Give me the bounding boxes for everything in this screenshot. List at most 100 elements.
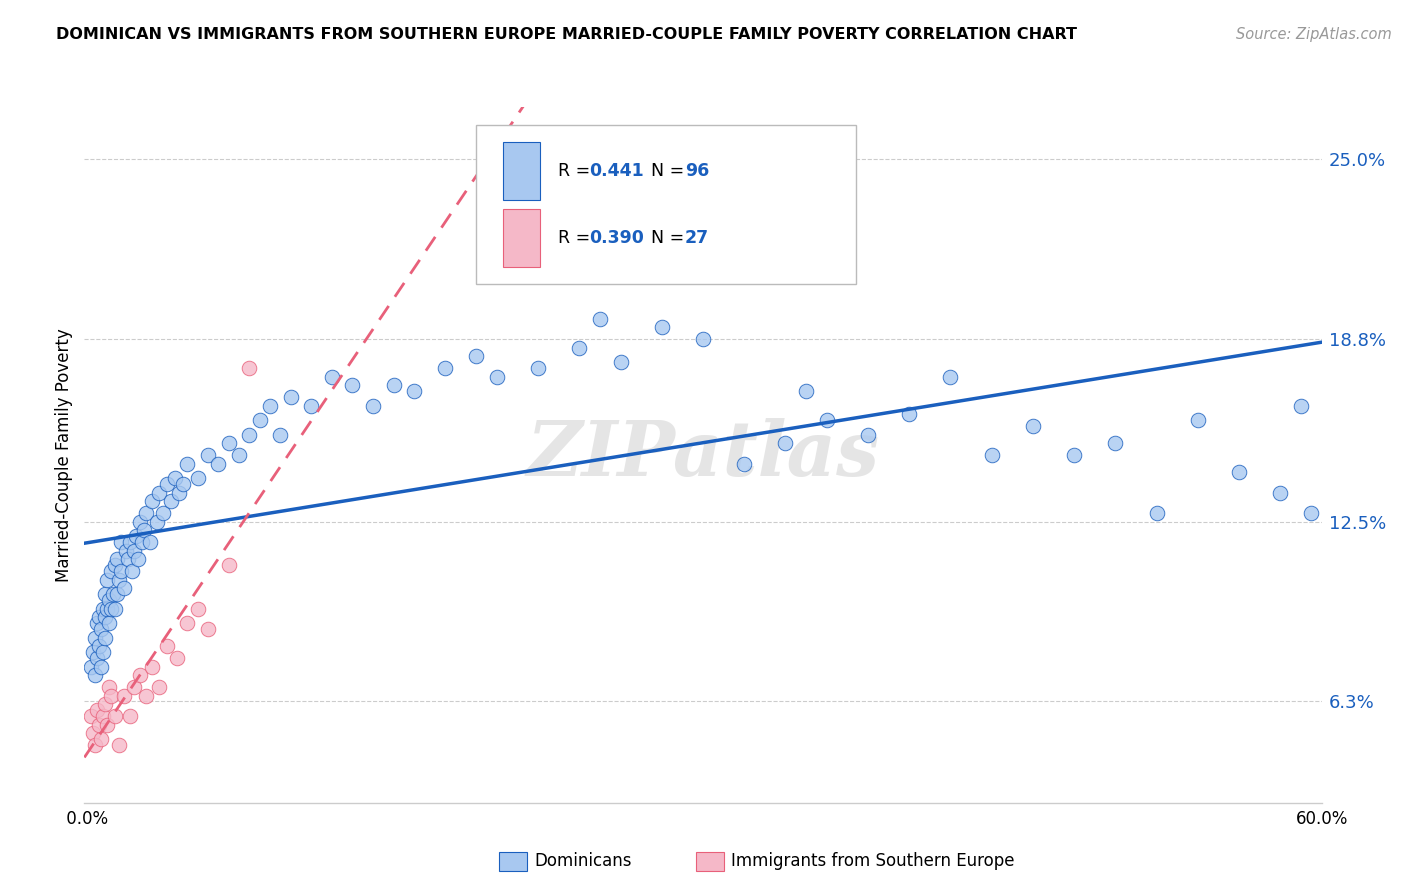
Text: Immigrants from Southern Europe: Immigrants from Southern Europe: [731, 852, 1015, 870]
Point: [218, 436, 240, 450]
Point: [96, 601, 118, 615]
Point: [98, 680, 121, 694]
Point: [104, 601, 127, 615]
Point: [108, 573, 131, 587]
Point: [197, 448, 219, 462]
Point: [733, 457, 755, 471]
Point: [527, 361, 550, 376]
Point: [131, 535, 153, 549]
Point: [238, 427, 260, 442]
Point: [269, 427, 291, 442]
Point: [1301, 506, 1323, 520]
Point: [145, 515, 167, 529]
Point: [134, 523, 156, 537]
Point: [361, 399, 384, 413]
Point: [898, 407, 921, 422]
Point: [90, 731, 112, 746]
Point: [775, 436, 797, 450]
Point: [98, 615, 121, 630]
Point: [135, 689, 157, 703]
Point: [165, 471, 187, 485]
Point: [96, 717, 118, 731]
Point: [112, 689, 135, 703]
Point: [139, 535, 162, 549]
Point: [218, 558, 240, 573]
Point: [129, 515, 152, 529]
Point: [83, 631, 105, 645]
Point: [197, 622, 219, 636]
Point: [1104, 436, 1126, 450]
Text: DOMINICAN VS IMMIGRANTS FROM SOUTHERN EUROPE MARRIED-COUPLE FAMILY POVERTY CORRE: DOMINICAN VS IMMIGRANTS FROM SOUTHERN EU…: [56, 27, 1077, 42]
Point: [856, 427, 879, 442]
Point: [87, 717, 110, 731]
Point: [86, 703, 108, 717]
Point: [91, 708, 114, 723]
Point: [112, 582, 135, 596]
Point: [794, 384, 817, 398]
Point: [94, 698, 117, 712]
Point: [135, 506, 157, 520]
Point: [87, 639, 110, 653]
Point: [980, 448, 1002, 462]
Point: [176, 615, 198, 630]
Point: [141, 494, 163, 508]
Text: 0.390: 0.390: [589, 229, 644, 247]
Point: [280, 390, 302, 404]
Point: [167, 485, 190, 500]
Point: [141, 659, 163, 673]
Point: [939, 369, 962, 384]
Point: [238, 361, 260, 376]
Point: [129, 668, 152, 682]
Point: [117, 552, 139, 566]
Point: [1022, 419, 1045, 434]
Point: [228, 448, 250, 462]
Text: 27: 27: [685, 229, 709, 247]
Point: [609, 355, 631, 369]
Point: [1146, 506, 1168, 520]
Point: [249, 413, 271, 427]
Point: [79, 659, 101, 673]
Point: [118, 708, 141, 723]
Point: [651, 320, 673, 334]
Text: Dominicans: Dominicans: [534, 852, 631, 870]
Y-axis label: Married-Couple Family Poverty: Married-Couple Family Poverty: [55, 328, 73, 582]
Point: [156, 476, 179, 491]
Text: R =: R =: [558, 161, 596, 180]
Point: [90, 622, 112, 636]
Point: [105, 552, 128, 566]
Point: [148, 680, 170, 694]
Point: [83, 668, 105, 682]
Point: [82, 726, 104, 740]
Point: [651, 253, 673, 268]
Point: [103, 587, 125, 601]
Text: 96: 96: [685, 161, 709, 180]
Point: [160, 494, 183, 508]
Point: [568, 341, 591, 355]
Point: [152, 506, 174, 520]
Point: [114, 543, 136, 558]
Point: [166, 651, 188, 665]
Point: [1063, 448, 1085, 462]
Point: [176, 457, 198, 471]
Point: [187, 601, 209, 615]
Point: [122, 680, 145, 694]
Point: [321, 369, 343, 384]
Text: N =: N =: [640, 161, 689, 180]
Text: Source: ZipAtlas.com: Source: ZipAtlas.com: [1236, 27, 1392, 42]
Point: [82, 645, 104, 659]
Point: [105, 587, 128, 601]
Point: [87, 610, 110, 624]
Point: [98, 592, 121, 607]
Point: [79, 708, 101, 723]
Point: [207, 457, 229, 471]
Point: [589, 311, 612, 326]
Point: [815, 413, 838, 427]
Point: [342, 378, 364, 392]
Point: [104, 708, 127, 723]
Point: [259, 399, 281, 413]
Text: 0.441: 0.441: [589, 161, 644, 180]
Point: [108, 738, 131, 752]
Point: [94, 631, 117, 645]
Point: [94, 587, 117, 601]
Point: [110, 535, 132, 549]
